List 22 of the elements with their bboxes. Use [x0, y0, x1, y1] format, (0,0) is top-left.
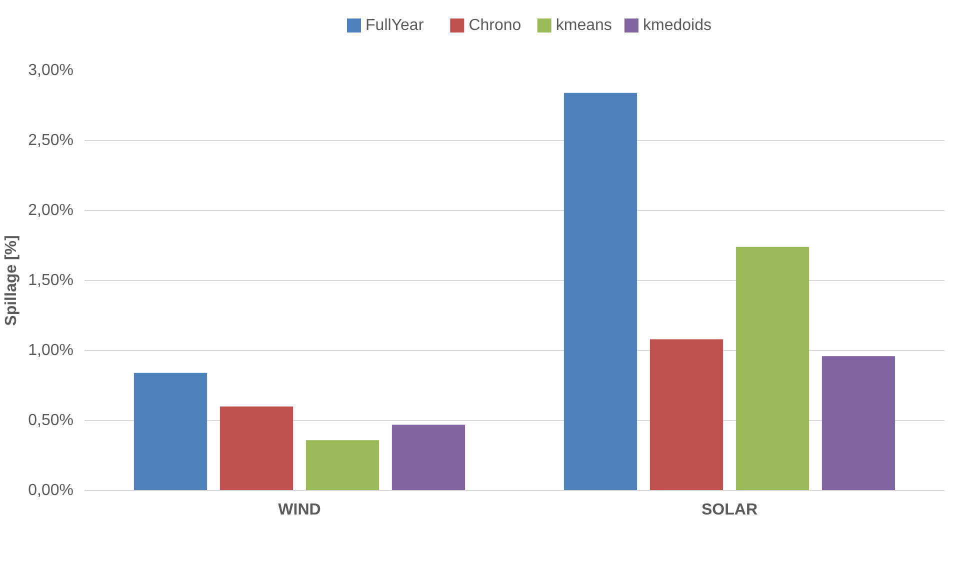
y-tick-label: 1,00% — [28, 342, 74, 359]
x-tick-label: WIND — [278, 502, 321, 518]
legend-label: Chrono — [468, 17, 522, 34]
x-tick-label: SOLAR — [702, 502, 758, 518]
legend-label: kmeans — [556, 17, 612, 34]
legend-label: FullYear — [366, 17, 424, 34]
bar — [822, 356, 896, 490]
bar — [650, 339, 724, 490]
y-tick-label: 0,00% — [28, 482, 74, 499]
bar — [392, 424, 466, 490]
legend-label: kmedoids — [643, 17, 712, 34]
y-tick-label: 2,50% — [28, 132, 74, 149]
bar — [306, 440, 380, 490]
bar — [564, 92, 638, 490]
y-tick-label: 1,50% — [28, 272, 74, 289]
y-tick-label: 3,00% — [28, 62, 74, 79]
y-axis-title: Spillage [%] — [3, 235, 20, 326]
bar — [134, 372, 208, 490]
y-tick-label: 2,00% — [28, 202, 74, 219]
bar — [220, 406, 294, 490]
y-tick-label: 0,50% — [28, 412, 74, 429]
bar — [736, 246, 810, 490]
